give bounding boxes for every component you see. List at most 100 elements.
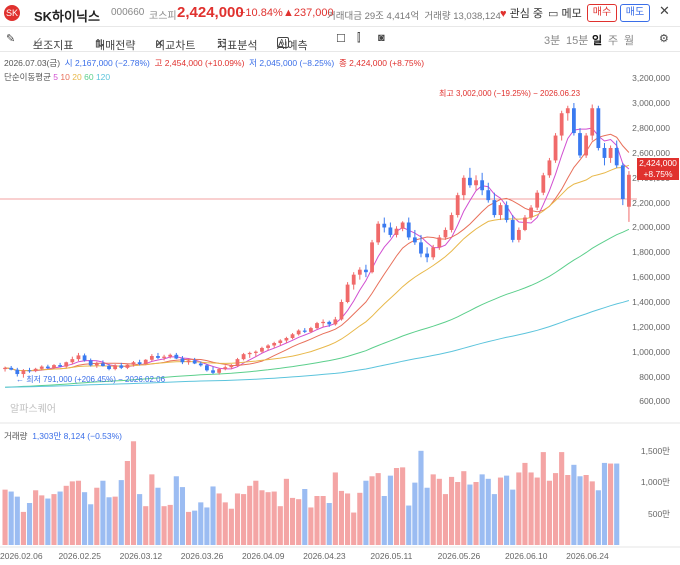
candle-body <box>370 242 374 273</box>
candle-body <box>516 229 521 240</box>
candle-body <box>523 217 527 230</box>
volume-bar <box>485 478 491 545</box>
candle-body <box>198 363 203 366</box>
volume-bar <box>467 484 473 545</box>
candle-body <box>468 177 472 186</box>
period-week[interactable]: 주 <box>608 35 619 47</box>
candle-body <box>192 360 197 364</box>
volume-bar <box>106 497 112 545</box>
price-tick: 1,200,000 <box>632 321 670 332</box>
candle-body <box>357 269 362 275</box>
ma-line-20 <box>5 164 630 372</box>
candle-body <box>541 175 546 193</box>
date-tick: 2026.02.06 <box>0 551 43 561</box>
date-tick: 2026.03.26 <box>180 551 224 561</box>
volume-bar <box>26 503 33 545</box>
volume-bar <box>338 490 345 545</box>
volume-bar <box>283 478 289 545</box>
volume-bar <box>608 463 614 545</box>
volume-bar <box>100 480 106 545</box>
change-amount: ▲237,000 <box>283 7 334 19</box>
candle-body <box>162 356 166 358</box>
checkbox-icon[interactable]: ☐ <box>336 33 346 45</box>
candle-body <box>547 160 552 176</box>
candle-body <box>137 362 142 365</box>
candle-body <box>308 328 313 332</box>
volume-bar <box>363 480 369 545</box>
candle-body <box>131 362 136 365</box>
candle-body <box>449 215 454 230</box>
volume-bar <box>345 493 351 545</box>
period-3min[interactable]: 3분 <box>544 35 561 47</box>
buy-button[interactable]: 매수 <box>587 4 617 22</box>
pencil-icon[interactable]: ✎ <box>6 33 16 45</box>
volume-bar <box>277 506 283 545</box>
ma-10: 10 <box>60 72 70 82</box>
volume-bar <box>583 475 589 545</box>
ma-label: 단순이동평균 <box>4 72 51 82</box>
strategy-label: 매매전략 <box>95 40 136 52</box>
candle-body <box>186 360 191 363</box>
alphasquare-watermark: 알파스퀘어 <box>10 404 56 415</box>
candle-body <box>27 370 32 372</box>
candle-body <box>272 342 277 346</box>
candle-body <box>492 200 497 216</box>
price-tick: 3,000,000 <box>632 98 670 109</box>
candle-body <box>284 338 289 341</box>
volume-bar <box>528 472 534 545</box>
volume-bar <box>406 505 412 545</box>
volume-bar <box>552 473 559 545</box>
volume-bar <box>381 496 387 545</box>
candle-body <box>388 227 393 235</box>
candle-body <box>602 147 607 158</box>
chart-toolbar: ✎ ⟋ 보조지표 ⇅ 매매전략 ✕ 비교차트 ☷ 지표분석 AI AI예측 ☐ … <box>0 27 680 52</box>
period-15min[interactable]: 15분 <box>566 35 589 47</box>
volume-bar <box>289 497 296 545</box>
gear-icon[interactable]: ⚙ <box>659 33 669 45</box>
candle-body <box>510 220 515 240</box>
candle-body <box>565 108 570 114</box>
camera-icon[interactable]: ◙ <box>378 32 385 44</box>
volume-bar <box>137 494 143 545</box>
price-tick: 1,800,000 <box>632 247 670 258</box>
candle-body <box>205 365 209 371</box>
close-icon[interactable]: ✕ <box>659 3 670 18</box>
candle-type-icon[interactable]: ⫿ <box>357 32 361 44</box>
date-tick: 2026.05.26 <box>437 551 481 561</box>
price-tick: 2,600,000 <box>632 147 670 158</box>
volume-bar <box>228 508 234 545</box>
candle-body <box>45 366 50 369</box>
ma-20: 20 <box>72 72 82 82</box>
memo-button[interactable]: ▭ 메모 <box>548 5 582 21</box>
trading-volume: 거래량 13,038,124 <box>424 11 501 22</box>
stock-title[interactable]: SK하이닉스 <box>34 9 100 24</box>
volume-bar <box>455 482 461 545</box>
favorite-button[interactable]: ♥ 관심 중 <box>500 5 543 21</box>
volume-bar <box>210 486 216 545</box>
candle-body <box>486 190 491 201</box>
candle-body <box>125 364 130 368</box>
candle-body <box>461 177 466 196</box>
volume-bar <box>2 489 8 545</box>
trading-info: 거래대금 29조 4,414억 거래량 13,038,124 <box>327 8 501 22</box>
candle-body <box>327 321 332 325</box>
candle-body <box>107 365 111 370</box>
ma-line-10 <box>5 133 630 372</box>
date-tick: 2026.06.10 <box>504 551 548 561</box>
period-day[interactable]: 일 <box>592 35 603 47</box>
company-logo: SK <box>4 5 20 21</box>
compare-icon: ✕ <box>155 38 165 50</box>
sell-button[interactable]: 매도 <box>620 4 650 22</box>
candle-body <box>101 363 105 366</box>
candle-body <box>480 180 485 191</box>
candle-body <box>253 351 258 353</box>
left-arrow-icon: ← <box>16 375 24 384</box>
candle-body <box>443 229 448 238</box>
period-month[interactable]: 월 <box>624 35 635 47</box>
volume-bar <box>149 474 155 545</box>
strategy-icon: ⇅ <box>95 38 105 50</box>
volume-bar <box>357 492 363 545</box>
candle-body <box>351 274 356 285</box>
volume-bar <box>497 477 504 545</box>
